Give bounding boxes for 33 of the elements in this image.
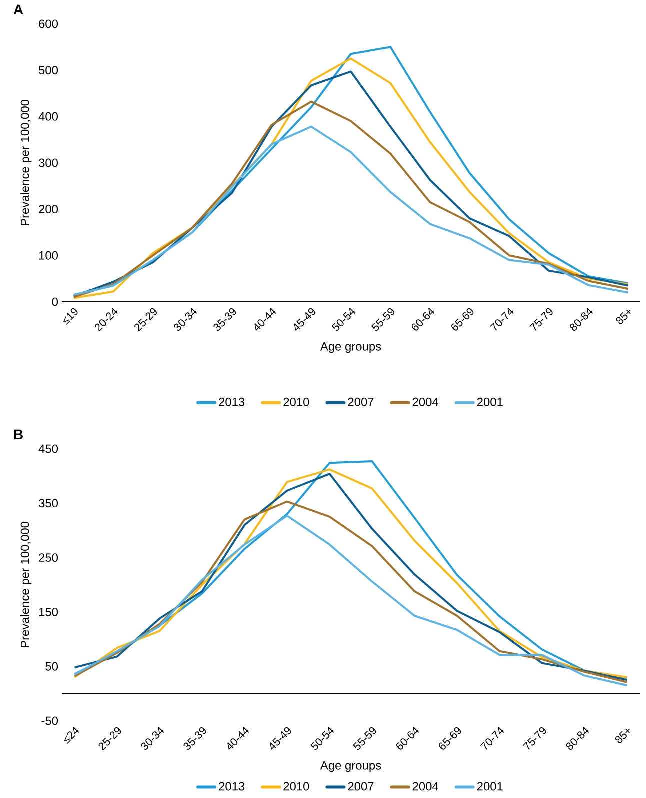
y-axis-title: Prevalence per 100,000 bbox=[20, 522, 32, 648]
y-tick-label: 350 bbox=[38, 499, 58, 508]
y-tick-label: -50 bbox=[42, 716, 58, 726]
x-tick-label: 85+ bbox=[616, 310, 631, 324]
y-tick-label: 150 bbox=[39, 608, 58, 616]
y-tick-label: 500 bbox=[39, 66, 58, 75]
legend-label: 2013 bbox=[219, 398, 245, 406]
legend-label: 2013 bbox=[219, 782, 245, 791]
x-axis-title: Age groups bbox=[320, 761, 382, 772]
x-tick-label: ≤19 bbox=[64, 308, 78, 325]
y-tick-label: 600 bbox=[39, 20, 58, 28]
x-axis-title: Age groups bbox=[320, 342, 382, 354]
y-tick-label: 400 bbox=[38, 112, 58, 121]
legend-label: 2001 bbox=[477, 782, 503, 791]
y-tick-label: 0 bbox=[52, 298, 58, 306]
legend-label: 2010 bbox=[284, 398, 310, 406]
y-tick-label: 450 bbox=[38, 444, 58, 454]
legend-label: 2007 bbox=[348, 782, 374, 791]
y-tick-label: 100 bbox=[39, 251, 58, 260]
chart-title: B bbox=[14, 430, 23, 440]
legend-label: 2004 bbox=[412, 398, 439, 406]
legend-label: 2004 bbox=[412, 782, 439, 791]
y-tick-label: 300 bbox=[38, 158, 58, 168]
y-tick-label: 200 bbox=[39, 205, 58, 214]
legend-label: 2007 bbox=[348, 398, 374, 406]
legend-label: 2010 bbox=[284, 782, 310, 791]
y-tick-label: 50 bbox=[46, 662, 58, 671]
x-tick-label: ≤24 bbox=[64, 727, 80, 744]
chart-title: A bbox=[14, 4, 24, 14]
y-axis-title: Prevalence per 100,000 bbox=[20, 100, 32, 226]
legend-label: 2001 bbox=[477, 398, 503, 406]
y-tick-label: 250 bbox=[39, 554, 58, 562]
x-tick-label: 85+ bbox=[615, 728, 630, 744]
